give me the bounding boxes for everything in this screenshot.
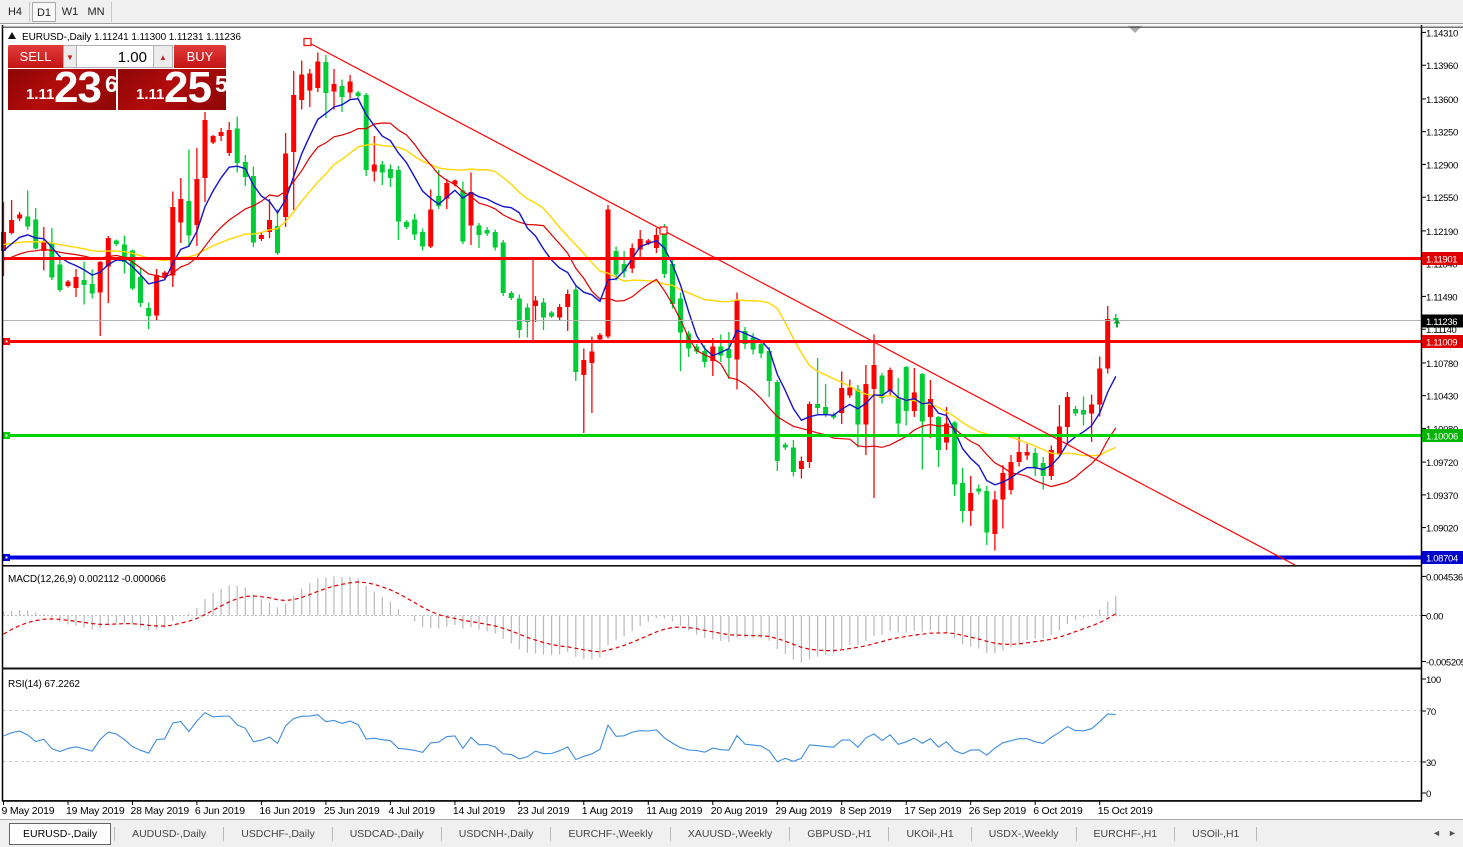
svg-text:0: 0 [1426, 789, 1431, 800]
svg-text:19 May 2019: 19 May 2019 [66, 805, 125, 817]
svg-text:1.11840: 1.11840 [1426, 260, 1457, 271]
svg-text:1.09720: 1.09720 [1426, 458, 1458, 469]
svg-text:26 Sep 2019: 26 Sep 2019 [969, 805, 1027, 817]
svg-text:1.12550: 1.12550 [1426, 193, 1458, 204]
svg-text:1.11140: 1.11140 [1426, 325, 1457, 336]
svg-text:0.004536: 0.004536 [1426, 572, 1463, 583]
svg-text:EURUSD-,Daily 1.11241 1.11300: EURUSD-,Daily 1.11241 1.11300 1.11231 1.… [22, 32, 241, 43]
svg-text:-0.005205: -0.005205 [1426, 658, 1463, 669]
svg-text:8 Sep 2019: 8 Sep 2019 [840, 805, 892, 817]
svg-text:1.12900: 1.12900 [1426, 160, 1458, 171]
svg-text:1.13250: 1.13250 [1426, 128, 1458, 139]
svg-text:RSI(14) 67.2262: RSI(14) 67.2262 [8, 679, 80, 690]
svg-text:MACD(12,26,9) 0.002112 -0.0000: MACD(12,26,9) 0.002112 -0.000066 [8, 574, 166, 585]
svg-text:1.08704: 1.08704 [1426, 554, 1458, 565]
svg-text:1 Aug 2019: 1 Aug 2019 [582, 805, 633, 817]
svg-text:1.13960: 1.13960 [1426, 61, 1458, 72]
svg-text:1.10430: 1.10430 [1426, 392, 1458, 403]
svg-text:1.10006: 1.10006 [1426, 432, 1458, 443]
svg-text:70: 70 [1426, 707, 1436, 718]
svg-text:11 Aug 2019: 11 Aug 2019 [646, 805, 702, 817]
svg-text:100: 100 [1426, 675, 1441, 686]
svg-text:1.13600: 1.13600 [1426, 95, 1458, 106]
svg-text:25 Jun 2019: 25 Jun 2019 [324, 805, 380, 817]
svg-text:16 Jun 2019: 16 Jun 2019 [259, 805, 315, 817]
svg-text:4 Jul 2019: 4 Jul 2019 [388, 805, 435, 817]
svg-text:1.09020: 1.09020 [1426, 524, 1458, 535]
svg-text:30: 30 [1426, 758, 1436, 769]
svg-text:14 Jul 2019: 14 Jul 2019 [453, 805, 505, 817]
svg-text:17 Sep 2019: 17 Sep 2019 [904, 805, 962, 817]
svg-text:23 Jul 2019: 23 Jul 2019 [517, 805, 569, 817]
svg-text:1.11490: 1.11490 [1426, 292, 1457, 303]
svg-text:6 Jun 2019: 6 Jun 2019 [195, 805, 245, 817]
svg-text:0.00: 0.00 [1426, 612, 1443, 623]
svg-text:28 May 2019: 28 May 2019 [131, 805, 190, 817]
svg-text:9 May 2019: 9 May 2019 [2, 805, 55, 817]
svg-text:1.10780: 1.10780 [1426, 359, 1458, 370]
svg-text:29 Aug 2019: 29 Aug 2019 [775, 805, 832, 817]
svg-text:15 Oct 2019: 15 Oct 2019 [1098, 805, 1153, 817]
svg-text:1.11236: 1.11236 [1426, 317, 1457, 328]
svg-text:1.09370: 1.09370 [1426, 491, 1458, 502]
svg-text:1.11901: 1.11901 [1426, 255, 1457, 266]
svg-text:1.14310: 1.14310 [1426, 28, 1458, 39]
svg-text:6 Oct 2019: 6 Oct 2019 [1033, 805, 1083, 817]
svg-text:1.12190: 1.12190 [1426, 227, 1458, 238]
svg-text:1.11009: 1.11009 [1426, 338, 1457, 349]
svg-text:20 Aug 2019: 20 Aug 2019 [711, 805, 768, 817]
